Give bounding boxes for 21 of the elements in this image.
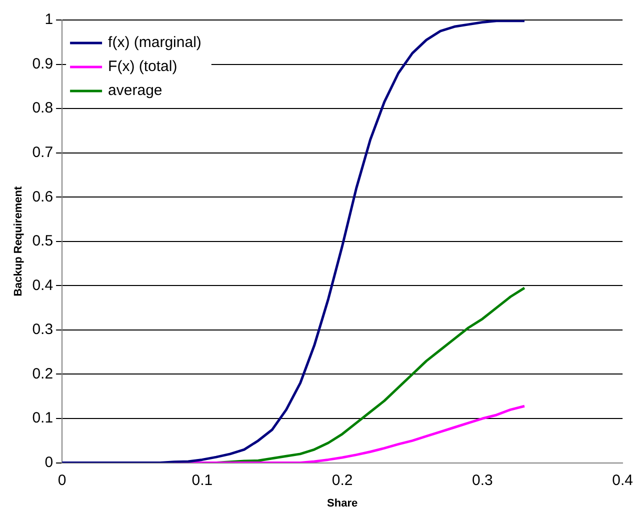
legend-label: F(x) (total) <box>108 58 178 76</box>
legend-label: f(x) (marginal) <box>108 34 202 52</box>
legend-label: average <box>108 82 162 100</box>
y-tick-label: 0.8 <box>32 100 54 117</box>
x-tick-label: 0.2 <box>332 472 353 489</box>
x-tick-label: 0.3 <box>472 472 493 489</box>
y-tick-label: 0.9 <box>32 55 54 72</box>
y-tick-label: 0.7 <box>32 144 54 161</box>
x-tick-label: 0 <box>58 472 66 489</box>
x-tick-label: 0.4 <box>612 472 634 489</box>
y-tick-label: 0.6 <box>32 188 54 206</box>
y-tick-label: 0.5 <box>32 232 54 250</box>
y-tick-label: 0.2 <box>32 365 54 382</box>
y-tick-label: 1 <box>44 11 54 28</box>
y-tick-label: 0.4 <box>32 276 54 294</box>
y-tick-label: 0 <box>44 454 54 471</box>
y-tick-label: 0.1 <box>32 410 54 427</box>
x-axis-title: Share <box>327 497 358 510</box>
y-tick-label: 0.3 <box>32 321 54 338</box>
y-axis-title: Backup Requirement <box>12 186 25 296</box>
x-tick-label: 0.1 <box>192 472 213 489</box>
